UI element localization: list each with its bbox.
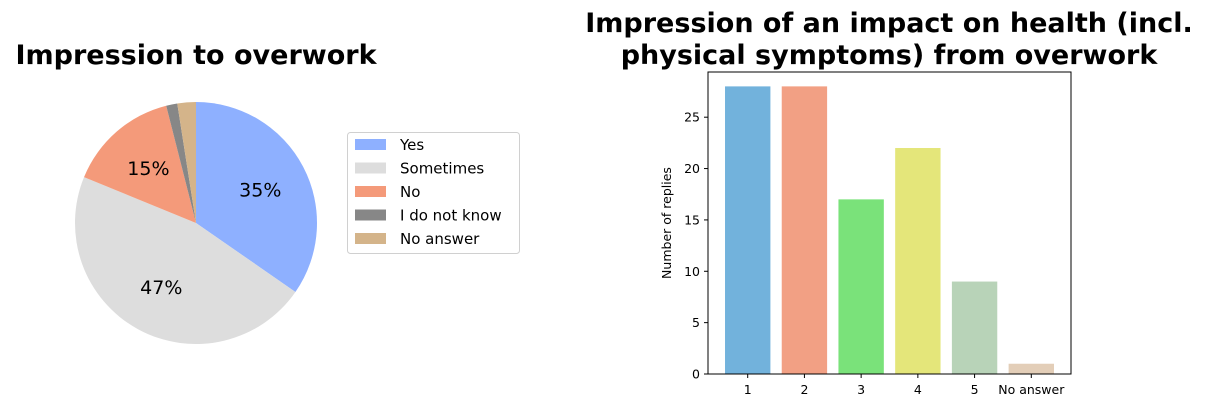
x-axis-ticks: 1 2 3 4 5 No answer xyxy=(744,374,1065,397)
bar-4 xyxy=(895,148,941,374)
pie-slices xyxy=(74,102,318,345)
pie-slice-no-answer xyxy=(177,102,196,223)
pie-slice-yes xyxy=(196,102,318,292)
legend-label-no: No xyxy=(400,183,420,201)
bar-title-line-1: Impression of an impact on health (incl. xyxy=(585,8,1193,39)
legend-label-sometimes: Sometimes xyxy=(400,160,484,178)
legend-item-yes: Yes xyxy=(355,136,424,154)
bar-5 xyxy=(951,281,998,374)
bar-1 xyxy=(725,86,771,374)
pie-title: Impression to overwork xyxy=(15,40,377,71)
pie-legend: Yes Sometimes No I do not know No answer xyxy=(347,132,520,254)
legend-swatch-no xyxy=(355,186,386,197)
y-tick-label-0: 0 xyxy=(692,367,700,382)
pie-slice-i-do-not-know xyxy=(166,103,196,223)
x-tick-label-4: 4 xyxy=(914,382,922,397)
legend-item-no: No xyxy=(355,183,420,201)
bars xyxy=(725,86,1054,374)
bar-chart: Impression of an impact on health (incl.… xyxy=(585,8,1193,397)
pie-slice-sometimes xyxy=(74,177,296,345)
bar-title-line-2: physical symptoms) from overwork xyxy=(621,40,1159,71)
x-tick-label-5: 5 xyxy=(971,382,979,397)
plot-frame xyxy=(707,71,1072,375)
legend-swatch-no-answer xyxy=(355,233,386,244)
y-tick-label-15: 15 xyxy=(684,212,700,227)
x-tick-label-2: 2 xyxy=(800,382,808,397)
pie-label-no: 15% xyxy=(127,158,169,180)
y-tick-label-20: 20 xyxy=(684,161,700,176)
x-tick-label-1: 1 xyxy=(744,382,752,397)
y-axis-label: Number of replies xyxy=(659,167,674,279)
bar-2 xyxy=(781,86,828,374)
pie-percent-labels: 35% 47% 15% xyxy=(127,158,281,299)
x-tick-label-no-answer: No answer xyxy=(998,382,1065,397)
pie-slice-no xyxy=(84,105,196,223)
legend-label-yes: Yes xyxy=(399,136,424,154)
legend-swatch-i-do-not-know xyxy=(355,209,386,221)
legend-item-no-answer: No answer xyxy=(355,230,480,248)
legend-items: Yes Sometimes No I do not know No answer xyxy=(355,136,502,248)
legend-item-sometimes: Sometimes xyxy=(355,160,484,178)
y-axis-ticks: 0 5 10 15 20 25 xyxy=(684,110,708,382)
pie-label-yes: 35% xyxy=(239,179,281,201)
y-tick-label-10: 10 xyxy=(684,264,700,279)
legend-swatch-yes xyxy=(355,139,386,150)
legend-frame xyxy=(347,132,520,254)
legend-label-no-answer: No answer xyxy=(400,230,480,248)
pie-chart: Impression to overwork 35% 47% 15% xyxy=(15,40,378,345)
y-tick-label-25: 25 xyxy=(684,110,700,125)
x-tick-label-3: 3 xyxy=(857,382,865,397)
pie-label-sometimes: 47% xyxy=(140,277,182,299)
legend-item-i-do-not-know: I do not know xyxy=(355,207,502,225)
legend-label-i-do-not-know: I do not know xyxy=(400,207,502,225)
legend-swatch-sometimes xyxy=(355,162,386,174)
y-tick-label-5: 5 xyxy=(692,315,700,330)
bar-3 xyxy=(838,199,884,374)
bar-no-answer xyxy=(1008,363,1054,374)
